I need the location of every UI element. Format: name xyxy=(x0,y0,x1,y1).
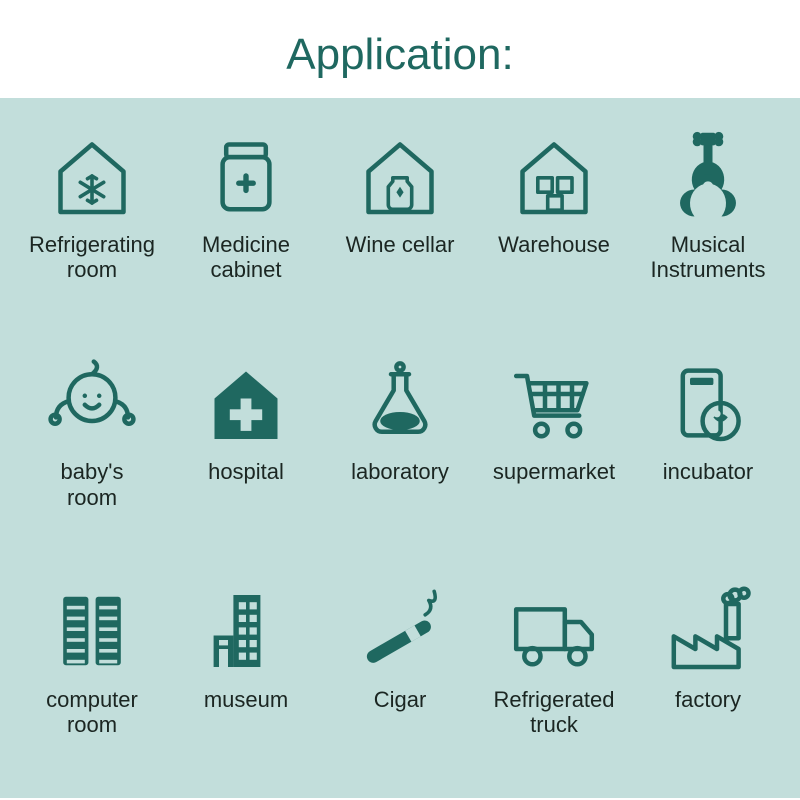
flask-icon xyxy=(350,353,450,453)
cart-icon xyxy=(504,353,604,453)
app-label: hospital xyxy=(208,459,284,484)
app-label: Wine cellar xyxy=(346,232,455,257)
app-label: museum xyxy=(204,687,288,712)
applications-grid: Refrigeratingroom Medicinecabinet Wine cel… xyxy=(20,126,780,778)
app-incubator: incubator xyxy=(636,353,780,550)
house-jar-icon xyxy=(350,126,450,226)
house-snowflake-icon xyxy=(42,126,142,226)
app-label: Cigar xyxy=(374,687,427,712)
app-label: Medicinecabinet xyxy=(202,232,290,283)
hospital-cross-icon xyxy=(196,353,296,453)
app-refrigerating-room: Refrigeratingroom xyxy=(20,126,164,323)
page-title: Application: xyxy=(0,0,800,98)
app-label: supermarket xyxy=(493,459,615,484)
app-computer-room: computerroom xyxy=(20,581,164,778)
app-factory: factory xyxy=(636,581,780,778)
guitar-icon xyxy=(658,126,758,226)
app-supermarket: supermarket xyxy=(482,353,626,550)
app-museum: museum xyxy=(174,581,318,778)
cigar-icon xyxy=(350,581,450,681)
applications-panel: Refrigeratingroom Medicinecabinet Wine cel… xyxy=(0,98,800,798)
baby-icon xyxy=(42,353,142,453)
factory-icon xyxy=(658,581,758,681)
app-wine-cellar: Wine cellar xyxy=(328,126,472,323)
app-label: factory xyxy=(675,687,741,712)
app-babys-room: baby'sroom xyxy=(20,353,164,550)
app-label: baby'sroom xyxy=(61,459,124,510)
app-label: incubator xyxy=(663,459,754,484)
app-hospital: hospital xyxy=(174,353,318,550)
app-label: laboratory xyxy=(351,459,449,484)
app-musical-instruments: MusicalInstruments xyxy=(636,126,780,323)
app-laboratory: laboratory xyxy=(328,353,472,550)
app-cigar: Cigar xyxy=(328,581,472,778)
app-label: Refrigeratedtruck xyxy=(493,687,614,738)
server-racks-icon xyxy=(42,581,142,681)
app-label: Refrigeratingroom xyxy=(29,232,155,283)
app-label: Warehouse xyxy=(498,232,610,257)
app-refrigerated-truck: Refrigeratedtruck xyxy=(482,581,626,778)
truck-icon xyxy=(504,581,604,681)
app-label: computerroom xyxy=(46,687,138,738)
medicine-jar-icon xyxy=(196,126,296,226)
incubator-icon xyxy=(658,353,758,453)
house-boxes-icon xyxy=(504,126,604,226)
museum-icon xyxy=(196,581,296,681)
app-warehouse: Warehouse xyxy=(482,126,626,323)
app-label: MusicalInstruments xyxy=(651,232,766,283)
app-medicine-cabinet: Medicinecabinet xyxy=(174,126,318,323)
